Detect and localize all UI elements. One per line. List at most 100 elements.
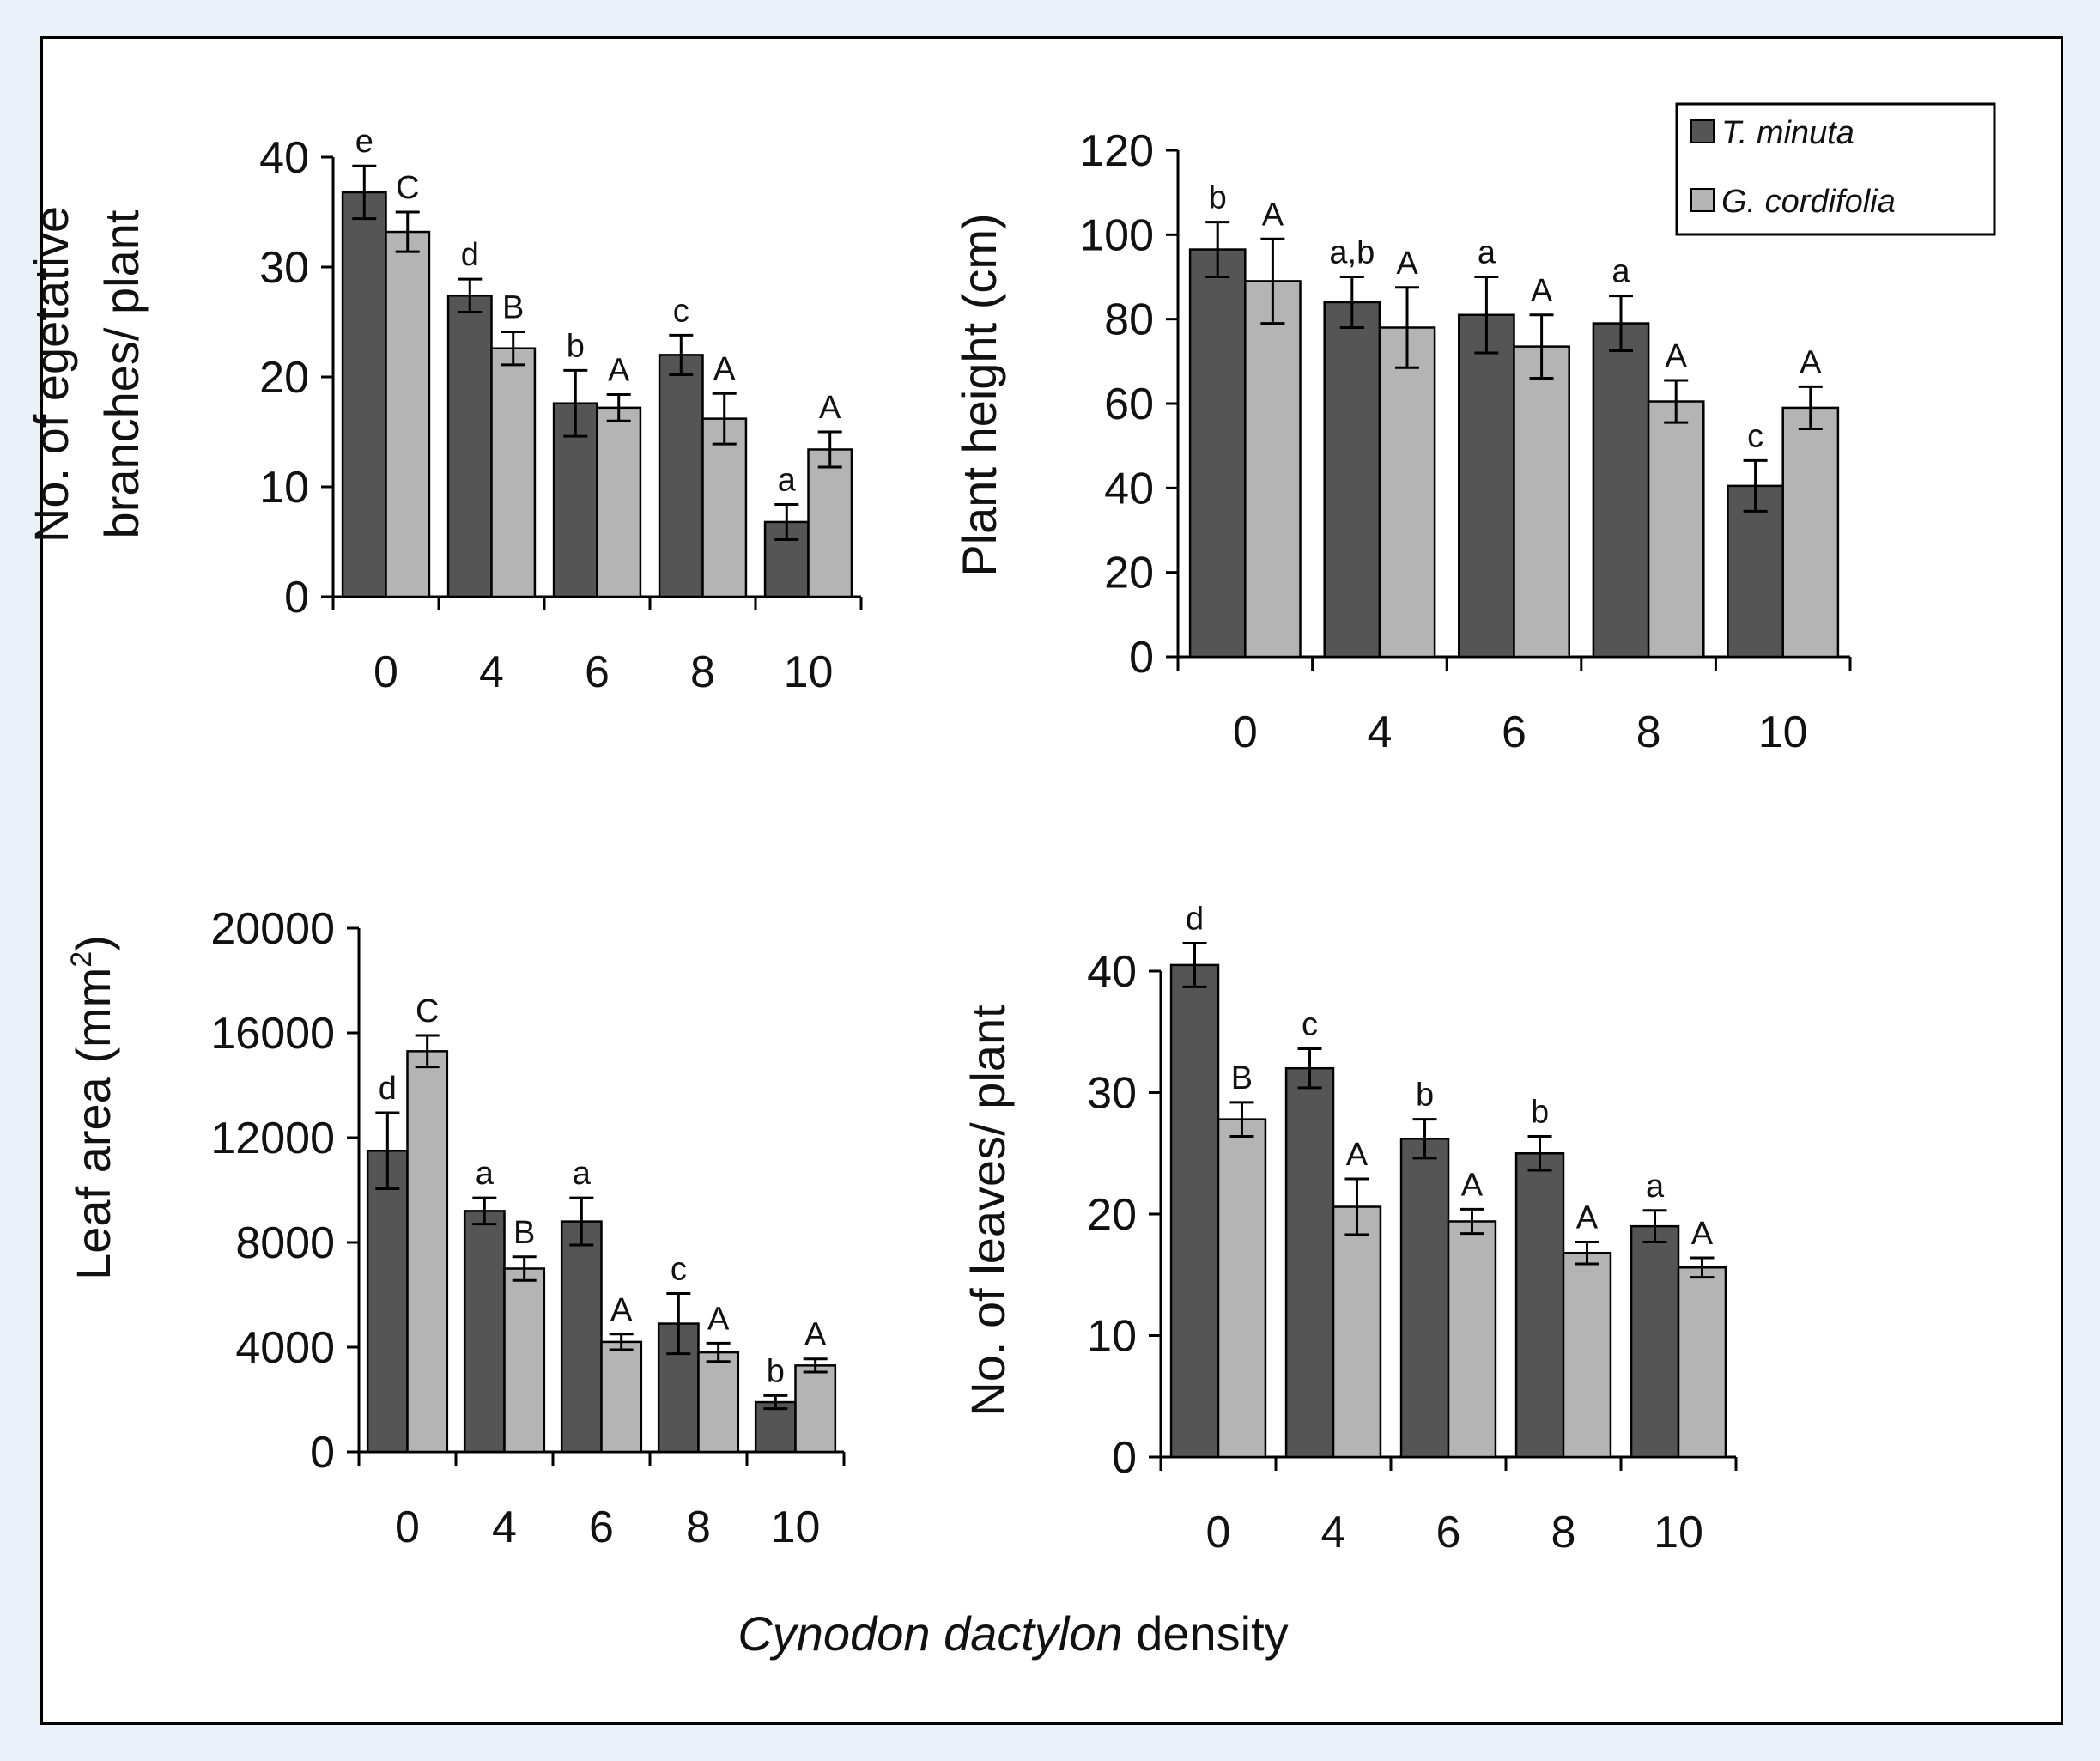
significance-label: b bbox=[567, 328, 585, 364]
legend: T. minuta G. cordifolia bbox=[1675, 102, 1996, 236]
bar-g-cordifolia bbox=[1781, 406, 1840, 659]
shared-x-axis-title: Cynodon dactylon density bbox=[737, 1606, 1288, 1661]
bar-g-cordifolia bbox=[1562, 1252, 1612, 1459]
significance-label: a bbox=[1478, 235, 1496, 271]
y-tick-label: 40 bbox=[259, 133, 309, 183]
significance-label: A bbox=[1576, 1200, 1599, 1236]
y-tick-label: 16000 bbox=[210, 1009, 335, 1059]
bar-t-minuta bbox=[1169, 963, 1220, 1459]
bar-t-minuta bbox=[1399, 1138, 1450, 1459]
significance-label: b bbox=[1531, 1094, 1549, 1130]
y-tick-label: 0 bbox=[284, 573, 309, 622]
significance-label: c bbox=[671, 1251, 687, 1287]
x-title-species: Cynodon dactylon bbox=[737, 1606, 1122, 1661]
x-tick-label: 4 bbox=[492, 1503, 517, 1552]
y-tick-label: 100 bbox=[1079, 210, 1154, 260]
bar-t-minuta bbox=[341, 191, 387, 598]
x-tick-label: 10 bbox=[784, 647, 834, 697]
legend-label-t-minuta: T. minuta bbox=[1721, 115, 1854, 151]
significance-label: B bbox=[513, 1215, 535, 1251]
bar-g-cordifolia bbox=[697, 1351, 740, 1454]
significance-label: c bbox=[1747, 418, 1763, 454]
x-tick-label: 6 bbox=[1502, 707, 1526, 757]
y-axis-title-tail: ) bbox=[66, 935, 120, 951]
bar-t-minuta bbox=[366, 1150, 409, 1454]
legend-swatch-t-minuta bbox=[1690, 119, 1715, 143]
y-tick-label: 10 bbox=[1087, 1312, 1137, 1362]
bar-g-cordifolia bbox=[1513, 345, 1570, 659]
significance-label: e bbox=[355, 124, 373, 160]
bar-t-minuta bbox=[658, 354, 704, 598]
bar-t-minuta bbox=[1284, 1066, 1335, 1459]
bar-t-minuta bbox=[1592, 322, 1650, 659]
y-tick-label: 0 bbox=[310, 1428, 335, 1478]
significance-label: d bbox=[461, 237, 479, 273]
y-tick-label: 20 bbox=[1087, 1190, 1137, 1240]
x-tick-label: 10 bbox=[1654, 1508, 1703, 1558]
bar-g-cordifolia bbox=[1217, 1118, 1267, 1459]
y-tick-label: 0 bbox=[1129, 633, 1154, 683]
significance-label: a bbox=[1611, 254, 1630, 290]
x-tick-label: 4 bbox=[1367, 707, 1392, 757]
bar-t-minuta bbox=[446, 295, 493, 598]
y-axis-title-text: Leaf area (mm bbox=[66, 968, 120, 1280]
y-axis-title-text: Plant height (cm) bbox=[952, 213, 1006, 576]
y-tick-label: 30 bbox=[259, 243, 309, 293]
x-title-suffix: density bbox=[1123, 1606, 1289, 1661]
x-tick-label: 4 bbox=[479, 647, 504, 697]
significance-label: A bbox=[1800, 344, 1822, 380]
significance-label: d bbox=[379, 1071, 397, 1107]
significance-label: A bbox=[1396, 246, 1418, 282]
bar-g-cordifolia bbox=[701, 417, 748, 598]
bar-g-cordifolia bbox=[490, 347, 537, 598]
y-tick-label: 4000 bbox=[235, 1323, 335, 1373]
x-tick-label: 0 bbox=[1206, 1508, 1231, 1558]
y-axis-title: Plant height (cm) bbox=[952, 213, 1006, 576]
y-axis-title-text: branches/ plant bbox=[94, 209, 149, 538]
bar-g-cordifolia bbox=[596, 406, 642, 598]
legend-label-g-cordifolia: G. cordifolia bbox=[1721, 184, 1896, 220]
bar-t-minuta bbox=[1188, 248, 1247, 659]
x-tick-label: 8 bbox=[1551, 1508, 1576, 1558]
chart-leaf-area: 0 4000 8000 12000 16000 20000 0 4 6 8 10 d a a c b C B A A A… bbox=[65, 904, 846, 1552]
x-tick-label: 8 bbox=[686, 1503, 711, 1552]
bar-g-cordifolia bbox=[600, 1340, 643, 1454]
legend-box bbox=[1675, 102, 1996, 236]
y-tick-label: 120 bbox=[1079, 126, 1154, 176]
x-tick-label: 6 bbox=[589, 1503, 614, 1552]
bar-g-cordifolia bbox=[1677, 1266, 1727, 1459]
x-tick-label: 8 bbox=[1636, 707, 1661, 757]
y-tick-label: 60 bbox=[1104, 380, 1154, 429]
significance-label: a bbox=[476, 1156, 495, 1192]
y-tick-label: 40 bbox=[1104, 464, 1154, 513]
y-axis-title: branches/ plant bbox=[94, 209, 149, 538]
x-tick-label: 0 bbox=[373, 647, 398, 697]
x-tick-label: 0 bbox=[395, 1503, 420, 1552]
legend-swatch-g-cordifolia bbox=[1690, 188, 1715, 212]
y-tick-label: 8000 bbox=[235, 1218, 335, 1268]
significance-label: A bbox=[1461, 1167, 1484, 1203]
chart-leaves-per-plant: 0 10 20 30 40 0 4 6 8 10 d c b b a B A A A A No. of leaves/ … bbox=[961, 901, 1738, 1558]
significance-label: A bbox=[713, 351, 736, 387]
y-tick-label: 0 bbox=[1112, 1433, 1137, 1483]
bar-g-cordifolia bbox=[1332, 1205, 1382, 1459]
bar-t-minuta bbox=[560, 1220, 603, 1454]
y-axis-title: No. of leaves/ plant bbox=[961, 1005, 1015, 1417]
bar-g-cordifolia bbox=[1244, 280, 1302, 659]
y-axis-title-superscript: 2 bbox=[65, 951, 98, 968]
x-tick-label: 0 bbox=[1233, 707, 1258, 757]
chart-plant-height: 0 20 40 60 80 100 120 0 4 6 8 10 b a,b a a c A A A A A Plant h… bbox=[952, 126, 1852, 757]
x-tick-label: 4 bbox=[1321, 1508, 1346, 1558]
bar-t-minuta bbox=[1727, 484, 1784, 659]
significance-label: A bbox=[1666, 338, 1688, 374]
significance-label: C bbox=[416, 993, 439, 1029]
y-tick-label: 20 bbox=[259, 353, 309, 403]
bar-g-cordifolia bbox=[1378, 326, 1436, 659]
bar-t-minuta bbox=[754, 1400, 797, 1454]
bar-g-cordifolia bbox=[406, 1050, 449, 1454]
bar-g-cordifolia bbox=[794, 1364, 837, 1454]
y-axis-title: Leaf area (mm2) bbox=[65, 935, 120, 1280]
significance-label: A bbox=[707, 1301, 730, 1337]
bar-t-minuta bbox=[1458, 313, 1515, 659]
significance-label: B bbox=[502, 290, 524, 326]
